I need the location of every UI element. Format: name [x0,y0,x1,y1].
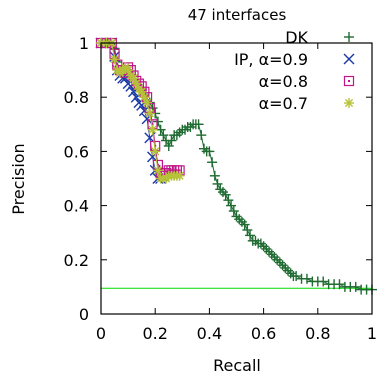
legend: DK IP, α=0.9 α=0.8 α=0.7 [234,28,355,113]
series-0-point-19 [166,135,177,146]
series-0-point-29 [193,119,204,130]
series-3-point-3 [109,54,120,65]
y-tick-label-2: 0.4 [64,197,89,216]
y-axis-title: Precision [9,143,28,214]
legend-marker-1 [343,53,355,65]
x-tick-label-3: 0.6 [251,324,276,343]
x-tick-label-4: 0.8 [305,324,330,343]
series-0-point-42 [228,206,239,217]
series-0-point-70 [318,276,329,287]
series-3-point-27 [174,170,185,181]
series-0-point-40 [223,195,234,206]
series-0-point-41 [226,200,237,211]
series-0-point-67 [301,273,312,284]
series-0-point-18 [163,140,174,151]
x-tick-label-1: 0.2 [142,324,167,343]
legend-label-0: DK [285,28,308,47]
series-layer [95,37,377,295]
y-tick-label-3: 0.6 [64,142,89,161]
y-tick-label-0: 0 [79,305,89,324]
series-3-point-19 [152,165,163,176]
x-tick-label-5: 1 [367,324,377,343]
series-3-point-15 [142,97,153,108]
series-0-point-24 [180,124,191,135]
x-tick-label-2: 0.4 [197,324,222,343]
series-3-point-17 [147,124,158,135]
legend-label-1: IP, α=0.9 [234,50,308,69]
series-0-point-65 [291,271,302,282]
series-0-point-26 [185,122,196,133]
series-3-point-16 [144,108,155,119]
series-0-point-30 [196,130,207,141]
chart-title: 47 interfaces [188,6,287,24]
series-0-point-47 [242,224,253,235]
series-0-point-22 [174,127,185,138]
legend-label-3: α=0.7 [259,94,308,113]
series-3 [96,38,185,184]
series-0-point-35 [209,170,220,181]
series-0-point-33 [204,146,215,157]
series-0-point-50 [250,235,261,246]
y-tick-label-5: 1 [79,34,89,53]
series-0-point-48 [245,230,256,241]
plot-frame [100,42,373,315]
series-line-0 [101,42,372,291]
x-axis-title: Recall [213,356,261,375]
series-0-point-36 [212,178,223,189]
series-0-point-14 [152,116,163,127]
y-tick-label-1: 0.2 [64,251,89,270]
ticks-layer: 0 0.2 0.4 0.6 0.8 1 0 0.2 0.4 0.6 0.8 1 [64,34,378,343]
legend-marker-0 [344,32,354,42]
series-0-point-31 [198,143,209,154]
series-0-point-16 [158,130,169,141]
series-0-point-34 [207,157,218,168]
legend-marker-2 [343,75,355,87]
legend-label-2: α=0.8 [259,72,308,91]
series-0-point-73 [334,279,345,290]
y-tick-label-4: 0.8 [64,88,89,107]
series-0-point-46 [239,219,250,230]
x-tick-label-0: 0 [96,324,106,343]
legend-marker-3 [344,98,354,108]
series-0-point-39 [220,189,231,200]
series-0-point-76 [350,281,361,292]
series-3-point-18 [150,146,161,157]
